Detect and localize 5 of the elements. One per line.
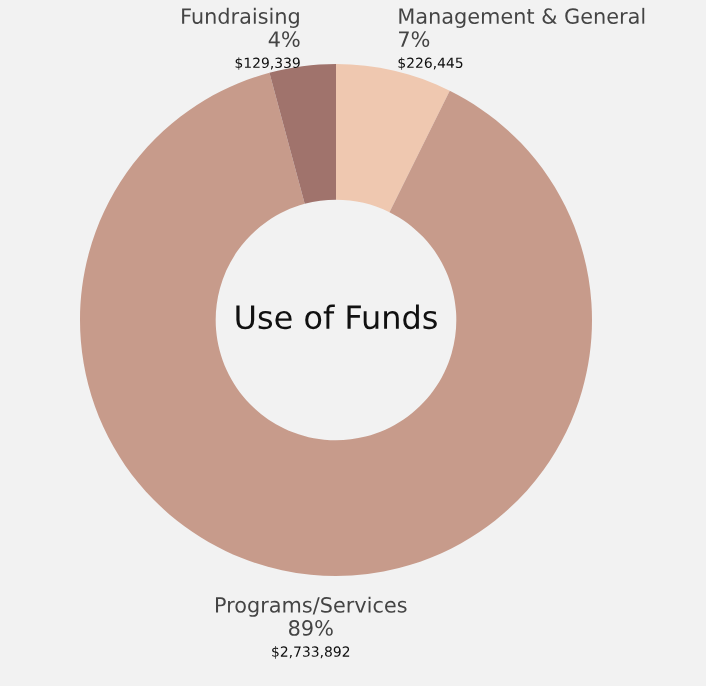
slice-label: Management & General — [399, 7, 645, 28]
donut-slice — [80, 72, 592, 576]
slice-label: Programs/Services — [216, 596, 407, 617]
text: Use of Funds — [236, 304, 437, 330]
slice-label: Fundraising — [182, 7, 299, 28]
